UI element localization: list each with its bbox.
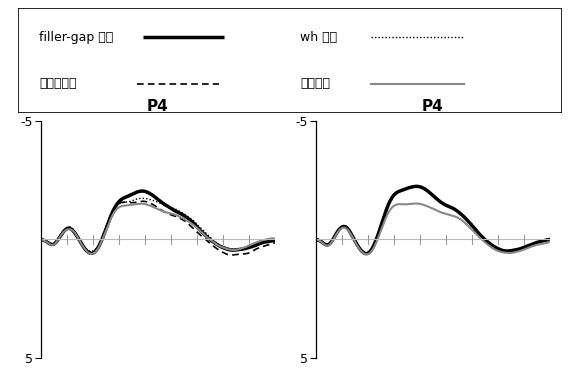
- Text: wh 条件: wh 条件: [301, 31, 338, 44]
- Text: 統制条件: 統制条件: [301, 77, 331, 90]
- Text: タトエ条件: タトエ条件: [39, 77, 77, 90]
- FancyBboxPatch shape: [18, 8, 562, 113]
- Text: filler-gap 条件: filler-gap 条件: [39, 31, 113, 44]
- Text: P4: P4: [147, 98, 169, 113]
- Text: P4: P4: [422, 98, 444, 113]
